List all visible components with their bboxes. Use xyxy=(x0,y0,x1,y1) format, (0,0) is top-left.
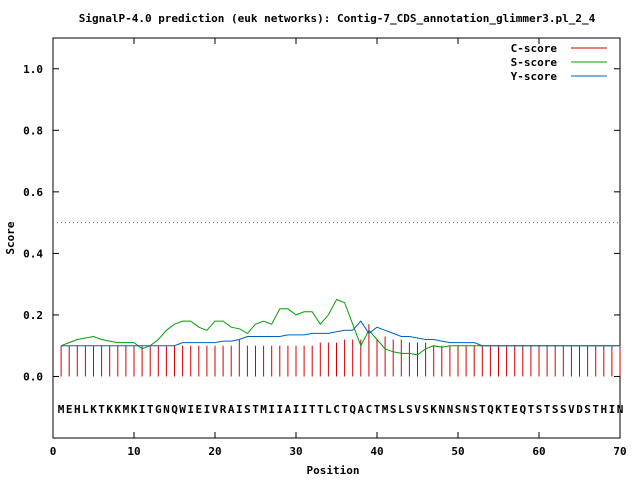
sequence-letter: K xyxy=(106,403,113,416)
sequence-letter: A xyxy=(228,403,235,416)
sequence-letter: H xyxy=(74,403,81,416)
y-axis-ticks: 0.0 0.2 0.4 0.6 0.8 1.0 xyxy=(23,63,620,383)
x-tick-label: 10 xyxy=(127,445,140,458)
sequence-letter: T xyxy=(544,403,551,416)
sequence-letter: K xyxy=(430,403,437,416)
sequence-letter: N xyxy=(438,403,445,416)
sequence-letter: N xyxy=(617,403,624,416)
sequence-letter: K xyxy=(114,403,121,416)
x-tick-label: 20 xyxy=(208,445,221,458)
y-tick-label: 0.0 xyxy=(23,370,43,383)
x-tick-label: 70 xyxy=(613,445,626,458)
y-tick-label: 0.6 xyxy=(23,186,43,199)
sequence-letter: S xyxy=(455,403,462,416)
sequence-letter: A xyxy=(285,403,292,416)
sequence-letter: I xyxy=(293,403,300,416)
legend: C-score S-score Y-score xyxy=(511,42,607,83)
sequence-letter: I xyxy=(276,403,283,416)
sequence-letter: V xyxy=(212,403,219,416)
sequence-letter: S xyxy=(471,403,478,416)
s-score-line xyxy=(60,298,620,356)
y-tick-label: 0.2 xyxy=(23,309,43,322)
x-axis-label: Position xyxy=(307,464,360,477)
sequence-letter: K xyxy=(90,403,97,416)
y-tick-label: 0.8 xyxy=(23,124,43,137)
sequence-letter: S xyxy=(422,403,429,416)
legend-y-score-label: Y-score xyxy=(511,70,558,83)
sequence-letter: E xyxy=(66,403,73,416)
sequence-letter: E xyxy=(195,403,202,416)
sequence-letter: N xyxy=(447,403,454,416)
sequence-letter: I xyxy=(268,403,275,416)
sequence-letter: Q xyxy=(171,403,178,416)
sequence-letter: I xyxy=(187,403,194,416)
sequence-letter: S xyxy=(536,403,543,416)
sequence-letter: S xyxy=(552,403,559,416)
sequence-letter: H xyxy=(600,403,607,416)
sequence-letter: V xyxy=(568,403,575,416)
sequence-letter: L xyxy=(325,403,332,416)
x-tick-label: 40 xyxy=(370,445,383,458)
c-score-impulses xyxy=(60,324,621,377)
sequence-letter: K xyxy=(495,403,502,416)
sequence-letter: C xyxy=(333,403,340,416)
sequence-letter: I xyxy=(204,403,211,416)
y-score-line xyxy=(61,320,620,347)
sequence-letter: N xyxy=(163,403,170,416)
sequence-letter: T xyxy=(317,403,324,416)
sequence-letter: S xyxy=(244,403,251,416)
sequence-letter: T xyxy=(503,403,510,416)
y-tick-label: 0.4 xyxy=(23,247,43,260)
sequence-letter: G xyxy=(155,403,162,416)
sequence-letter: D xyxy=(576,403,583,416)
sequence-letter: T xyxy=(592,403,599,416)
sequence-letter: M xyxy=(123,403,130,416)
sequence-letter: I xyxy=(609,403,616,416)
y-tick-label: 1.0 xyxy=(23,63,43,76)
legend-s-score-label: S-score xyxy=(511,56,558,69)
sequence-letter: S xyxy=(390,403,397,416)
sequence-letter: S xyxy=(584,403,591,416)
sequence-letter: T xyxy=(528,403,535,416)
sequence-letter: Q xyxy=(519,403,526,416)
sequence-letter: S xyxy=(560,403,567,416)
sequence-letter: T xyxy=(341,403,348,416)
sequence-letter: R xyxy=(220,403,227,416)
sequence-letter: M xyxy=(58,403,65,416)
sequence-letter: T xyxy=(479,403,486,416)
sequence-letter: E xyxy=(511,403,518,416)
chart-title: SignalP-4.0 prediction (euk networks): C… xyxy=(79,12,596,25)
sequence-letter: I xyxy=(301,403,308,416)
x-tick-label: 50 xyxy=(451,445,464,458)
sequence-letter: M xyxy=(382,403,389,416)
sequence-letter: L xyxy=(82,403,89,416)
legend-c-score-label: C-score xyxy=(511,42,558,55)
sequence-letter: M xyxy=(260,403,267,416)
sequence-letter: T xyxy=(98,403,105,416)
plot-frame xyxy=(52,37,621,439)
sequence-letter: Q xyxy=(349,403,356,416)
sequence-letter: T xyxy=(374,403,381,416)
sequence-letter: Q xyxy=(487,403,494,416)
x-tick-label: 60 xyxy=(532,445,545,458)
sequence-letter: T xyxy=(147,403,154,416)
x-tick-label: 30 xyxy=(289,445,302,458)
sequence-letter: S xyxy=(406,403,413,416)
sequence-letter: T xyxy=(309,403,316,416)
sequence-letter: C xyxy=(366,403,373,416)
sequence-letter: L xyxy=(398,403,405,416)
sequence-letter: V xyxy=(414,403,421,416)
x-axis-ticks: 0 10 20 30 40 50 60 70 xyxy=(50,38,627,458)
sequence-letter: W xyxy=(179,403,186,416)
sequence-letter: I xyxy=(139,403,146,416)
sequence-letter: A xyxy=(357,403,364,416)
sequence-letter: T xyxy=(252,403,259,416)
x-tick-label: 0 xyxy=(50,445,57,458)
sequence-letter: N xyxy=(463,403,470,416)
sequence-letter: I xyxy=(236,403,243,416)
sequence-letter: K xyxy=(131,403,138,416)
y-axis-label: Score xyxy=(4,221,17,254)
